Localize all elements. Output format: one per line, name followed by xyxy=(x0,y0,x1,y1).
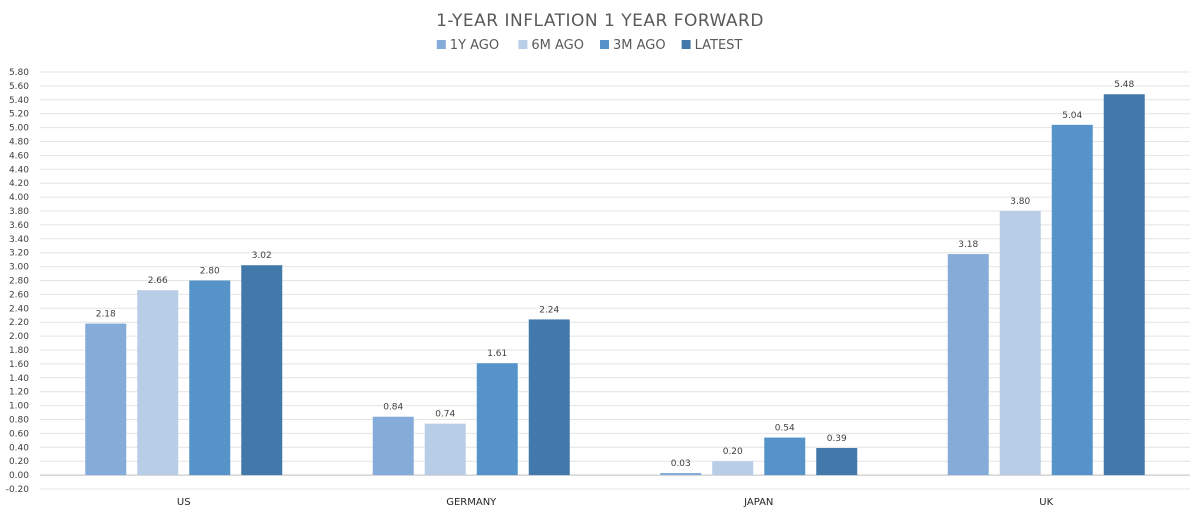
y-tick-label: 1.60 xyxy=(9,360,29,370)
data-label: 5.48 xyxy=(1114,80,1134,90)
y-tick-label: 0.20 xyxy=(9,457,29,467)
data-label: 0.03 xyxy=(671,459,691,469)
y-tick-label: 2.80 xyxy=(9,277,29,287)
bar-us-6m-ago xyxy=(137,290,179,476)
legend-swatch xyxy=(600,40,609,49)
x-category-label: UK xyxy=(1039,497,1053,508)
data-label: 0.20 xyxy=(723,447,743,457)
data-label: 5.04 xyxy=(1062,111,1082,121)
y-tick-label: 4.20 xyxy=(9,179,29,189)
y-tick-label: 2.20 xyxy=(9,318,29,328)
bar-japan-1y-ago xyxy=(660,473,702,476)
y-tick-label: 1.00 xyxy=(9,402,29,412)
data-label: 0.84 xyxy=(383,403,403,413)
x-category-label: JAPAN xyxy=(743,497,773,508)
data-label: 0.39 xyxy=(827,434,847,444)
y-tick-label: 3.00 xyxy=(9,263,29,273)
bar-japan-latest xyxy=(816,447,858,476)
y-tick-label: 5.60 xyxy=(9,82,29,92)
chart-title: 1-YEAR INFLATION 1 YEAR FORWARD xyxy=(436,11,764,31)
data-label: 3.18 xyxy=(958,240,978,250)
y-tick-label: 4.60 xyxy=(9,151,29,161)
legend: 1Y AGO 6M AGO 3M AGO LATEST xyxy=(436,38,743,53)
y-tick-label: 3.20 xyxy=(9,249,29,259)
y-tick-label: 0.40 xyxy=(9,443,29,453)
legend-label: 6M AGO xyxy=(531,38,584,53)
bar-uk-latest xyxy=(1103,94,1145,476)
y-tick-label: 5.20 xyxy=(9,110,29,120)
y-tick-label: 1.80 xyxy=(9,346,29,356)
y-tick-label: 4.40 xyxy=(9,165,29,175)
y-tick-label: 3.40 xyxy=(9,235,29,245)
data-label: 1.61 xyxy=(487,349,507,359)
y-tick-label: 5.00 xyxy=(9,124,29,134)
legend-label: LATEST xyxy=(695,38,743,53)
x-category-label: US xyxy=(177,497,191,508)
data-label: 2.18 xyxy=(96,310,116,320)
data-label: 3.80 xyxy=(1010,197,1030,207)
y-tick-label: 3.60 xyxy=(9,221,29,231)
bar-japan-6m-ago xyxy=(712,461,754,476)
y-tick-label: 0.00 xyxy=(9,471,29,481)
data-label: 0.74 xyxy=(435,410,455,420)
legend-label: 3M AGO xyxy=(613,38,666,53)
y-tick-label: 0.80 xyxy=(9,416,29,426)
bar-germany-3m-ago xyxy=(476,363,518,476)
y-tick-label: 1.20 xyxy=(9,388,29,398)
y-tick-label: 0.60 xyxy=(9,429,29,439)
data-label: 2.66 xyxy=(148,276,168,286)
x-axis: US GERMANY JAPAN UK xyxy=(177,497,1054,508)
legend-swatch xyxy=(681,40,691,49)
bar-uk-3m-ago xyxy=(1051,124,1093,476)
y-tick-label: 5.40 xyxy=(9,96,29,106)
y-tick-label: -0.20 xyxy=(6,485,30,495)
y-tick-label: 1.40 xyxy=(9,374,29,384)
x-category-label: GERMANY xyxy=(446,497,497,508)
bar-uk-1y-ago xyxy=(947,254,989,476)
bar-us-3m-ago xyxy=(189,280,231,476)
y-tick-label: 2.60 xyxy=(9,290,29,300)
y-tick-label: 2.00 xyxy=(9,332,29,342)
y-tick-label: 3.80 xyxy=(9,207,29,217)
data-label: 0.54 xyxy=(775,424,795,434)
bar-germany-1y-ago xyxy=(372,416,414,476)
gridlines xyxy=(40,71,1190,490)
bar-us-1y-ago xyxy=(85,323,127,476)
legend-swatch xyxy=(436,40,446,49)
y-axis: -0.20 0.00 0.20 0.40 0.60 0.80 1.00 1.20 1.40 1.6… xyxy=(6,68,30,495)
bar-germany-6m-ago xyxy=(424,423,466,476)
y-tick-label: 2.40 xyxy=(9,304,29,314)
data-label: 2.80 xyxy=(200,267,220,277)
data-labels: 2.18 2.66 2.80 3.02 0.84 0.74 1.61 2.24 0.03 0.20… xyxy=(96,80,1135,469)
bar-us-latest xyxy=(241,265,283,476)
legend-label: 1Y AGO xyxy=(450,38,499,53)
bar-germany-latest xyxy=(528,319,570,476)
bar-japan-3m-ago xyxy=(764,437,806,476)
data-label: 2.24 xyxy=(539,305,559,315)
y-tick-label: 4.80 xyxy=(9,138,29,148)
bar-uk-6m-ago xyxy=(999,211,1041,476)
y-tick-label: 5.80 xyxy=(9,68,29,78)
y-tick-label: 4.00 xyxy=(9,193,29,203)
legend-swatch xyxy=(518,40,528,49)
data-label: 3.02 xyxy=(252,251,272,261)
bars xyxy=(85,94,1145,476)
